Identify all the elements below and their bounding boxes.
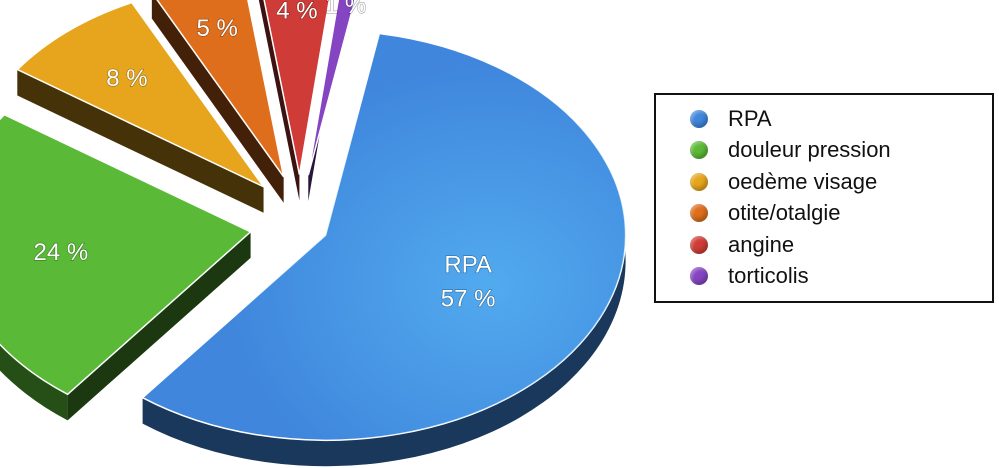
legend-swatch-douleur-pression: [690, 141, 708, 160]
legend-item-rpa: RPA: [690, 103, 992, 135]
legend-swatch-angine: [690, 235, 708, 254]
pie-slice-highlight-rpa: [142, 33, 626, 441]
legend-item-angine: angine: [690, 229, 992, 261]
pie-chart: RPA 57 % 24 % 8 % 5 % 4 % 1 %: [0, 0, 627, 467]
slice-percent-label-oedeme-visage: 8 %: [106, 65, 147, 92]
slice-percent-label-douleur-pression: 24 %: [33, 239, 88, 266]
slice-name-label-rpa: RPA: [444, 252, 492, 279]
pie-slice-face-angine: [258, 0, 300, 201]
legend-label: RPA: [728, 105, 772, 131]
legend-label: otite/otalgie: [728, 200, 841, 226]
legend-swatch-oedeme-visage: [690, 172, 708, 191]
legend-item-oedeme-visage: oedème visage: [690, 166, 992, 198]
pie-slice-angine: [263, 0, 331, 175]
legend-label: torticolis: [728, 263, 809, 289]
pie-slice-otite-otalgie: [156, 0, 285, 178]
legend-item-torticolis: torticolis: [690, 261, 992, 293]
slice-percent-label-rpa: 57 %: [441, 286, 496, 313]
legend-item-douleur-pression: douleur pression: [690, 135, 992, 167]
pie-slice-torticolis: [307, 0, 356, 176]
pie-slice-oedeme-visage: [16, 1, 266, 189]
legend-item-otite-otalgie: otite/otalgie: [690, 198, 992, 230]
slice-percent-label-torticolis: 1 %: [325, 0, 366, 19]
legend-swatch-torticolis: [690, 267, 708, 286]
legend: RPA douleur pression oedème visage otite…: [654, 93, 994, 303]
legend-label: oedème visage: [728, 168, 878, 194]
legend-label: angine: [728, 231, 795, 257]
legend-swatch-otite-otalgie: [690, 204, 708, 223]
slice-percent-label-otite-otalgie: 5 %: [196, 15, 237, 42]
pie-slice-douleur-pression: [0, 113, 252, 396]
pie-slice-face-oedeme-visage: [17, 69, 264, 213]
pie-slice-face-douleur-pression: [67, 231, 251, 421]
pie-slice-face-otite-otalgie: [151, 0, 284, 203]
legend-label: douleur pression: [728, 137, 891, 163]
legend-swatch-rpa: [690, 109, 708, 128]
slice-percent-label-angine: 4 %: [276, 0, 317, 25]
